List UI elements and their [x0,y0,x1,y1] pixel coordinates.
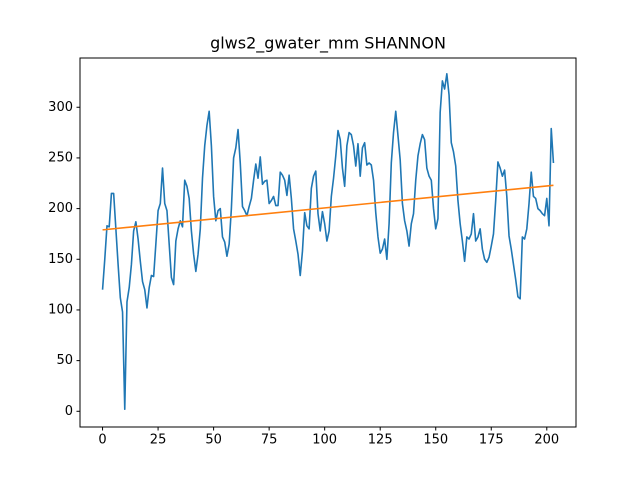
y-tick-label: 200 [48,201,73,216]
x-tick-label: 200 [534,433,559,448]
y-tick-label: 300 [48,100,73,115]
x-tick-label: 75 [261,433,278,448]
y-tick-label: 150 [48,252,73,267]
y-tick-label: 50 [56,353,73,368]
x-tick-label: 100 [312,433,337,448]
x-tick-label: 25 [150,433,167,448]
x-tick-label: 50 [205,433,222,448]
y-tick-label: 250 [48,150,73,165]
chart-title: glws2_gwater_mm SHANNON [210,34,446,54]
y-tick-label: 0 [65,404,73,419]
x-tick-label: 125 [368,433,393,448]
y-tick-label: 100 [48,302,73,317]
x-tick-label: 175 [479,433,504,448]
x-tick-label: 0 [98,433,106,448]
x-tick-label: 150 [423,433,448,448]
data-line [101,73,555,411]
axes-frame [79,57,577,428]
data-line [102,184,554,231]
